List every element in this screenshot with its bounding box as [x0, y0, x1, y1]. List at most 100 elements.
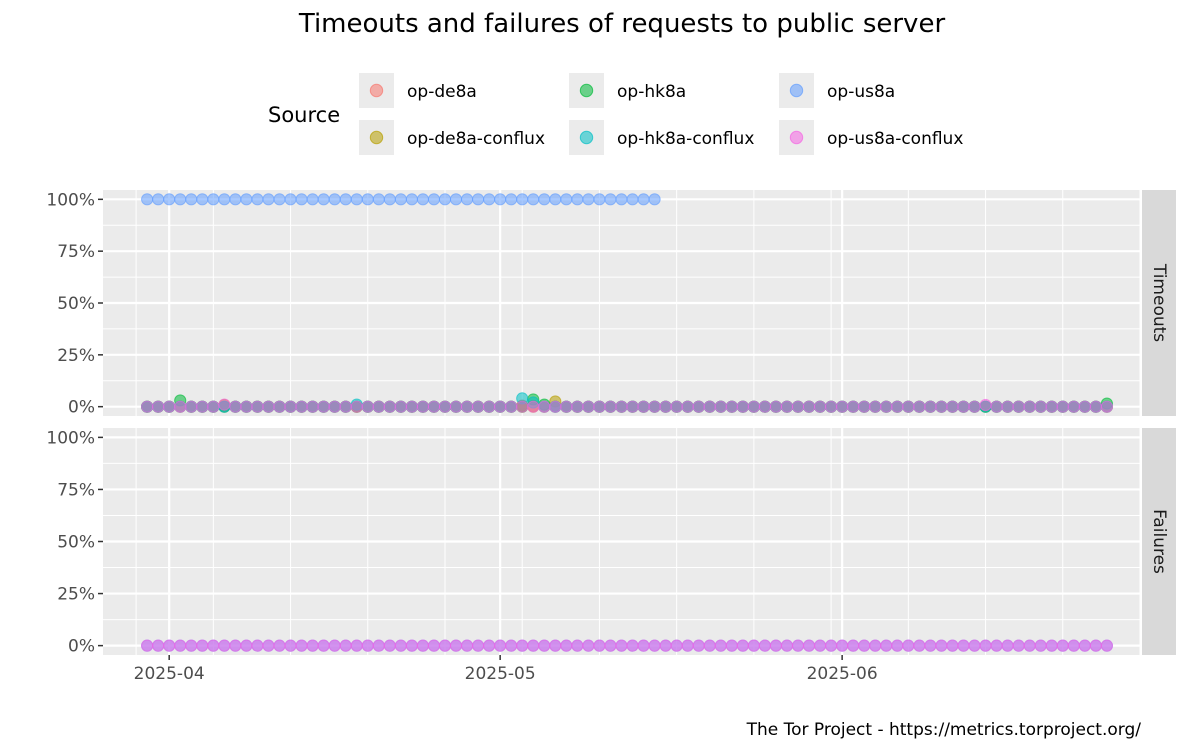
data-point — [593, 400, 606, 413]
points-failures — [141, 639, 1114, 652]
data-point — [825, 400, 838, 413]
data-point — [262, 400, 275, 413]
data-point — [262, 193, 275, 206]
data-point — [571, 639, 584, 652]
data-point — [174, 639, 187, 652]
legend-label: op-us8a — [827, 82, 895, 102]
data-point — [527, 193, 540, 206]
data-point — [913, 400, 926, 413]
data-point — [1012, 639, 1025, 652]
data-point — [802, 400, 816, 413]
data-point — [725, 639, 738, 652]
data-point — [968, 400, 981, 413]
data-point — [615, 400, 628, 413]
data-point — [328, 639, 341, 652]
data-point — [240, 400, 253, 413]
plot-panels: 0% 25% 50% 75% 100% Timeouts 0% 25% 50% 75% 100% Fa… — [46, 190, 1176, 657]
data-point — [692, 639, 705, 652]
data-point — [251, 639, 264, 652]
legend-label: op-hk8a-conflux — [617, 129, 754, 149]
legend-label: op-us8a-conflux — [827, 129, 963, 149]
legend-entry: op-us8a-conflux — [779, 120, 963, 155]
legend-key-dot — [789, 130, 804, 145]
data-point — [924, 400, 937, 413]
data-point — [1089, 400, 1102, 413]
data-point — [549, 639, 562, 652]
data-point — [339, 193, 352, 206]
data-point — [549, 193, 562, 206]
data-point — [427, 400, 441, 413]
data-point — [394, 639, 407, 652]
y-tick-label: 100% — [46, 190, 95, 210]
data-point — [141, 639, 154, 652]
legend-entry: op-de8a — [359, 73, 477, 108]
data-point — [791, 639, 805, 652]
data-point — [626, 639, 639, 652]
data-point — [604, 400, 617, 413]
data-point — [935, 639, 948, 652]
data-point — [1012, 400, 1025, 413]
data-point — [306, 400, 319, 413]
data-point — [703, 400, 716, 413]
data-point — [449, 639, 463, 652]
x-tick-label: 2025-06 — [807, 664, 878, 684]
data-point — [449, 193, 463, 206]
x-tick-label: 2025-04 — [134, 664, 205, 684]
data-point — [1100, 400, 1114, 413]
data-point — [328, 400, 341, 413]
data-point — [460, 400, 474, 413]
data-point — [438, 639, 452, 652]
legend-label: op-de8a-conflux — [407, 129, 545, 149]
facet-strip — [1142, 428, 1176, 655]
data-point — [505, 400, 518, 413]
data-point — [670, 400, 683, 413]
data-point — [383, 400, 396, 413]
data-point — [505, 639, 518, 652]
legend-key-dot — [369, 130, 384, 145]
data-point — [769, 400, 783, 413]
data-point — [880, 639, 893, 652]
data-point — [946, 400, 959, 413]
data-point — [858, 400, 871, 413]
data-point — [891, 400, 904, 413]
legend-key-dot — [789, 83, 804, 98]
data-point — [361, 193, 374, 206]
data-point — [317, 193, 330, 206]
data-point — [306, 639, 319, 652]
data-point — [174, 400, 187, 413]
data-point — [262, 639, 275, 652]
data-point — [1045, 639, 1058, 652]
data-point — [163, 639, 176, 652]
data-point — [527, 639, 540, 652]
data-point — [725, 400, 738, 413]
y-tick-label: 75% — [57, 480, 95, 500]
data-point — [383, 639, 396, 652]
data-point — [516, 400, 529, 413]
data-point — [251, 193, 264, 206]
data-point — [648, 193, 661, 206]
data-point — [957, 639, 970, 652]
data-point — [604, 639, 617, 652]
data-point — [681, 639, 694, 652]
data-point — [163, 193, 176, 206]
data-point — [791, 400, 805, 413]
y-tick-label: 25% — [57, 346, 95, 366]
data-point — [483, 400, 496, 413]
data-point — [659, 400, 672, 413]
data-point — [858, 639, 871, 652]
x-axis: 2025-04 2025-05 2025-06 — [134, 655, 878, 684]
data-point — [295, 639, 308, 652]
data-point — [1001, 400, 1014, 413]
data-point — [350, 639, 363, 652]
data-point — [405, 639, 418, 652]
data-point — [1067, 639, 1080, 652]
data-point — [1078, 639, 1091, 652]
y-tick-label: 25% — [57, 585, 95, 605]
series-op-us8a-conflux — [141, 398, 1114, 413]
data-point — [339, 400, 352, 413]
data-point — [218, 398, 231, 411]
data-point — [869, 639, 882, 652]
data-point — [394, 193, 407, 206]
data-point — [516, 193, 529, 206]
data-point — [516, 639, 529, 652]
